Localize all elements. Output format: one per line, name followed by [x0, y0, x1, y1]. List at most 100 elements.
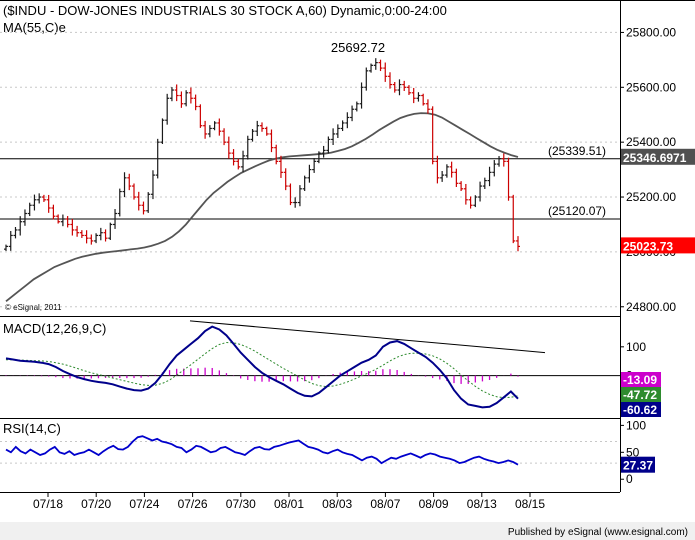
price-bar [492, 160, 497, 177]
price-bar [335, 124, 340, 139]
price-axis-badge: 25023.73 [621, 237, 695, 254]
price-bar [269, 129, 274, 153]
price-bar [65, 216, 70, 228]
macd-axis-badge: -60.62 [621, 402, 661, 417]
price-bar [449, 161, 454, 178]
rsi-panel-title: RSI(14,C) [3, 421, 61, 436]
price-bar [103, 229, 108, 242]
price-bar [122, 172, 127, 198]
rsi-axis-label: 0 [626, 472, 633, 486]
macd-axis-badge: -13.09 [621, 372, 661, 387]
price-bar [132, 183, 136, 200]
price-bar [350, 105, 355, 122]
price-bar [388, 72, 392, 89]
price-axis-label: 25600.00 [626, 80, 676, 94]
macd-axis-badge-bg [621, 372, 661, 387]
x-axis: 07/18 07/20 07/24 07/26 07/30 08/01 08/03 08/07… [33, 492, 545, 511]
price-bar [501, 153, 506, 167]
rsi-axis-label: 50 [626, 445, 640, 459]
price-bar [468, 196, 473, 209]
macd-panel-title: MACD(12,26,9,C) [3, 321, 106, 336]
price-axis-badge-text: 25346.6971 [623, 151, 687, 165]
price-bar [516, 236, 520, 252]
price-bar [425, 99, 430, 114]
price-bar [340, 120, 345, 132]
price-bar [312, 158, 317, 173]
price-bar [435, 155, 440, 184]
x-axis-label: 07/20 [81, 497, 111, 511]
price-bar [46, 194, 51, 213]
price-bar [478, 181, 483, 202]
price-bar [440, 171, 445, 182]
price-bar [160, 118, 165, 144]
price-bar [359, 82, 364, 109]
price-bar [141, 201, 146, 215]
rsi-axis-label: 100 [626, 418, 646, 432]
rsi-panel: 100 50 027.37 [0, 418, 655, 486]
price-bar [236, 158, 241, 170]
price-bar [60, 214, 65, 227]
price-bar [421, 93, 426, 106]
rsi-axis-badge: 27.37 [621, 456, 655, 473]
footer-bar [0, 522, 695, 540]
price-bar [212, 121, 217, 131]
price-bar [32, 194, 37, 211]
price-bar [283, 168, 288, 191]
price-bar [169, 87, 174, 102]
price-bar [378, 59, 383, 72]
price-axis-label: 25400.00 [626, 135, 676, 149]
x-axis-label: 07/30 [226, 497, 256, 511]
price-bar [13, 227, 18, 239]
price-bar [326, 136, 331, 154]
price-axis-badge-bg [621, 148, 695, 165]
price-bar [41, 194, 46, 202]
level-label: (25120.07) [548, 204, 606, 218]
price-bar [165, 93, 170, 125]
price-bar [56, 214, 61, 224]
price-bar [207, 125, 212, 138]
price-bar [174, 84, 179, 102]
price-bar [222, 128, 227, 146]
price-bar [146, 192, 151, 213]
price-bar [37, 193, 42, 204]
macd-axis-badge-bg [621, 387, 661, 402]
price-bar [51, 204, 56, 220]
price-bar [369, 63, 374, 73]
price-bar [354, 101, 359, 112]
price-grid [0, 31, 620, 308]
price-axis-badge-text: 25023.73 [623, 239, 673, 253]
macd-axis-badge: -47.72 [621, 387, 661, 402]
rsi-line [5, 435, 519, 466]
price-bar [345, 112, 350, 129]
price-bar [217, 118, 222, 136]
price-bar [463, 183, 468, 205]
footer-published: Published by eSignal (www.esignal.com) [508, 527, 688, 538]
price-bar [155, 138, 160, 179]
price-bar [22, 209, 27, 226]
price-bar [373, 58, 378, 70]
price-bar [297, 185, 302, 207]
price-bar [150, 170, 155, 200]
price-bar [402, 80, 407, 91]
rsi-axis-badge-text: 27.37 [623, 459, 653, 473]
macd-signal-line [6, 341, 519, 399]
macd-axis-label: 100 [626, 340, 646, 354]
price-bar [89, 234, 94, 245]
price-bar [274, 144, 279, 165]
price-bar [406, 85, 411, 95]
x-axis-label: 08/03 [322, 497, 352, 511]
x-axis-label: 07/24 [129, 497, 159, 511]
price-bar [203, 120, 208, 139]
chart-title: ($INDU - DOW-JONES INDUSTRIALS 30 STOCK … [3, 3, 447, 18]
price-axis-badge: 25346.6971 [621, 148, 695, 165]
price-bar [331, 128, 336, 146]
price-bar [364, 67, 369, 91]
price-bar [255, 120, 260, 137]
price-bar [193, 94, 198, 111]
price-bar [198, 104, 203, 128]
price-bar [250, 129, 255, 142]
price-bar [179, 91, 184, 108]
price-axis-label: 25200.00 [626, 190, 676, 204]
price-bar [94, 233, 99, 244]
price-bar [264, 126, 269, 136]
